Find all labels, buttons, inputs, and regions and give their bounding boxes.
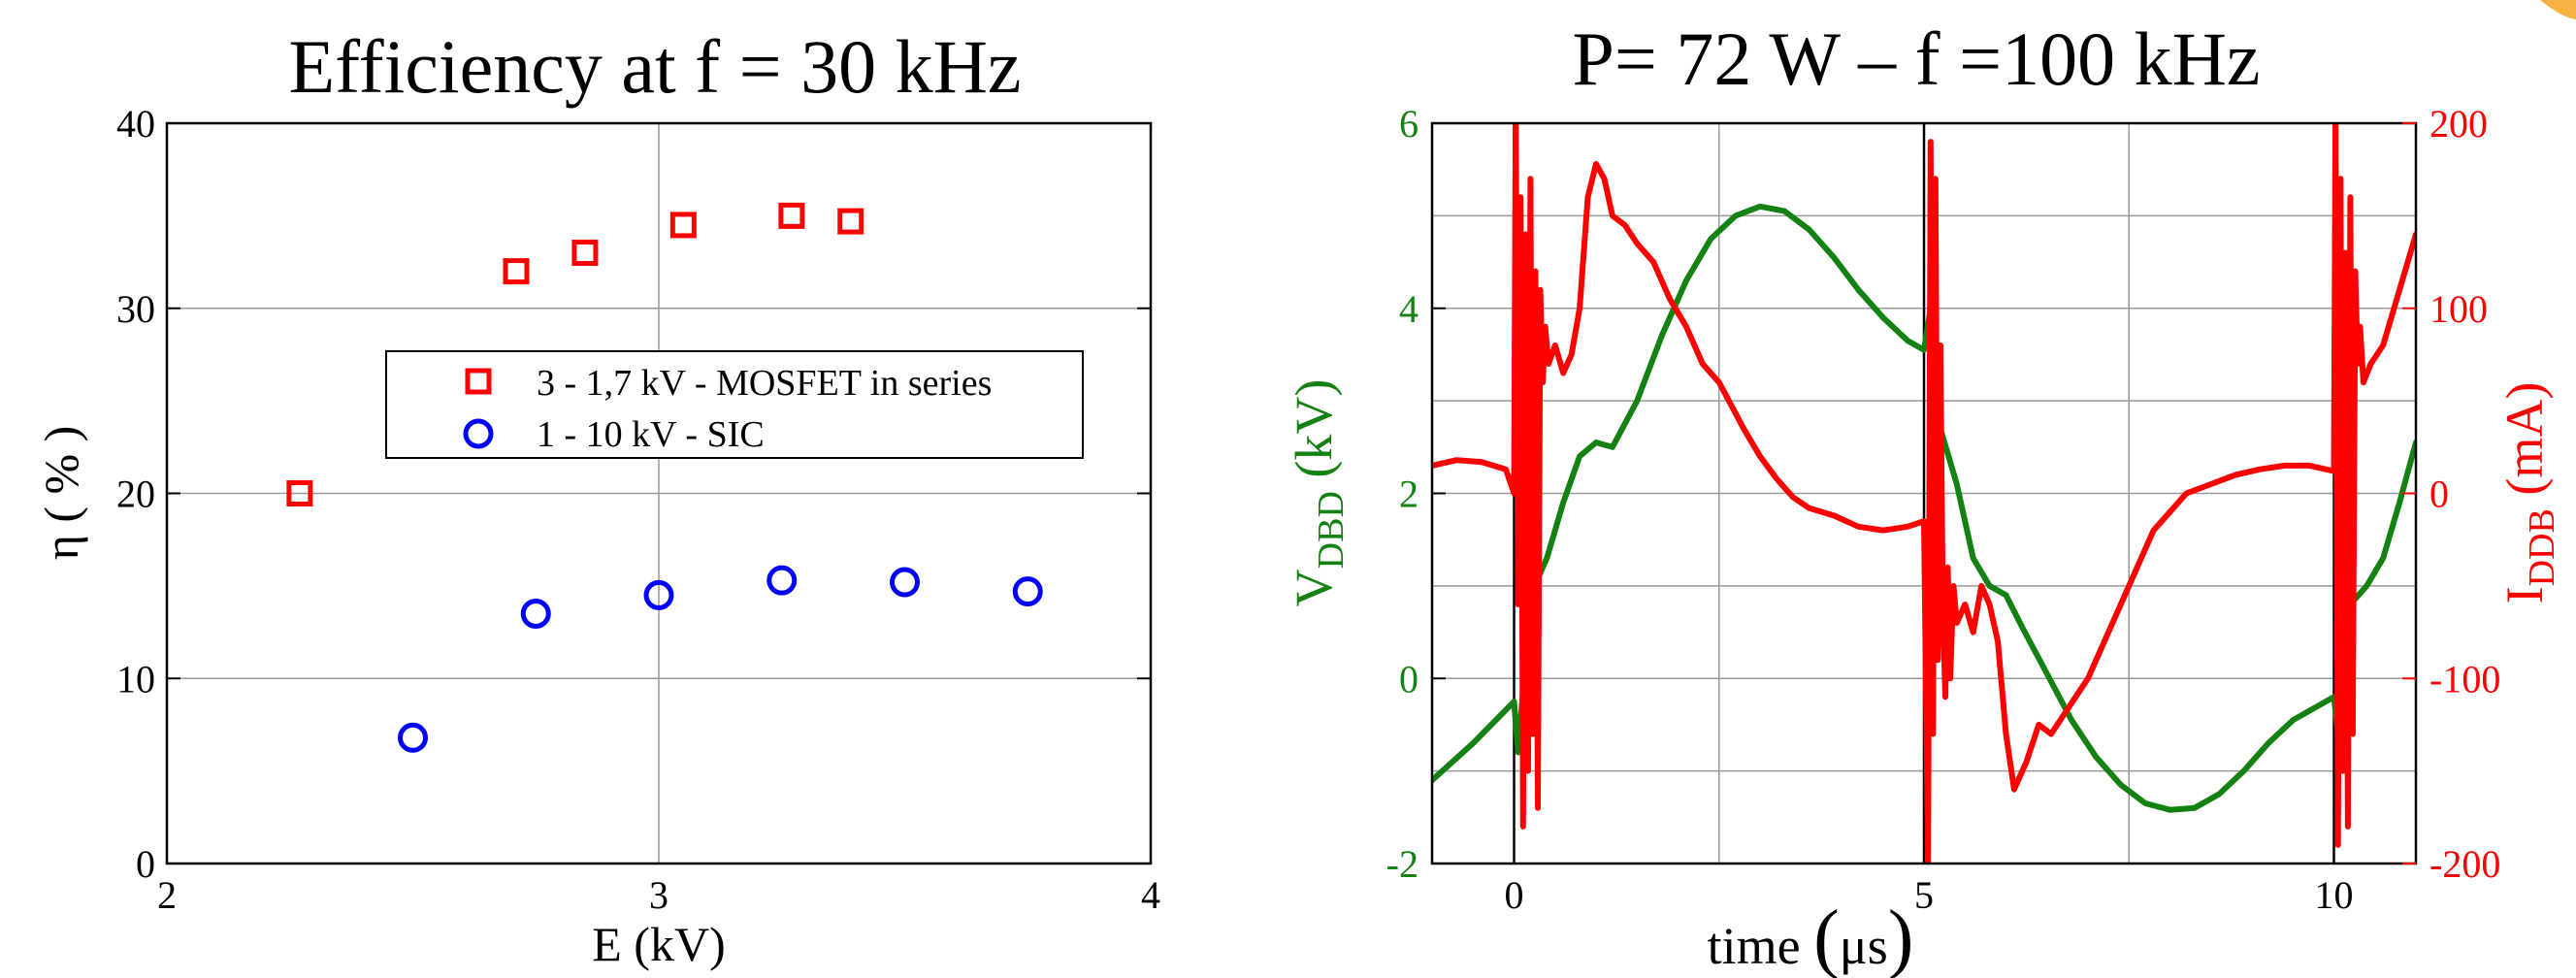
efficiency-y-tick-label: 30 [116,287,155,331]
waveform-right-tick-label: 0 [2429,473,2449,516]
legend-square-marker [465,368,492,395]
efficiency-y-tick-label: 20 [116,473,155,516]
waveform-right-tick-label: -100 [2429,657,2500,701]
efficiency-x-axis-label: E (kV) [592,917,725,971]
waveform-left-tick-label: 2 [1399,473,1418,516]
sic-data-point [398,722,428,753]
sic-data-point [890,567,920,598]
efficiency-x-tick-label: 2 [157,873,177,917]
waveform-x-tick-label: 10 [2315,873,2354,917]
x-label-unit: μs [1840,917,1888,975]
waveform-right-tick-label: -200 [2429,842,2500,886]
x-label-paren-open: ( [1813,896,1840,978]
efficiency-y-tick-label: 40 [116,102,155,146]
waveform-x-axis-label: time (μs) [1708,896,1914,978]
mosfet-data-point [286,480,313,506]
current-series-line [1432,123,2416,864]
right-label-unit: (mA) [2495,382,2554,508]
waveform-left-tick-label: 6 [1399,102,1418,146]
right-label-i: I [2495,586,2554,603]
waveform-left-tick-label: 4 [1399,287,1418,331]
efficiency-y-tick-label: 0 [136,842,155,886]
efficiency-y-tick-label: 10 [116,657,155,701]
legend-label-mosfet: 3 - 1,7 kV - MOSFET in series [537,363,992,404]
efficiency-x-tick-label: 3 [649,873,668,917]
waveform-x-tick-label: 0 [1505,873,1524,917]
efficiency-grid [167,123,1151,864]
waveform-lines [1432,123,2416,864]
efficiency-chart-title: Efficiency at f = 30 kHz [288,24,1021,109]
waveform-ticks: 0 5 10 -2 0 2 4 6 -200 -100 0 100 200 [1386,102,2501,917]
mosfet-data-point [837,208,864,235]
corner-decoration [2540,0,2576,19]
legend-label-sic: 1 - 10 kV - SIC [537,414,765,455]
mosfet-data-point [669,212,697,239]
efficiency-points [286,202,1043,753]
right-label-sub: DDB [2522,508,2562,586]
waveform-left-tick-label: -2 [1386,842,1418,886]
mosfet-data-point [571,240,599,267]
left-label-unit: (kV) [1285,379,1343,491]
left-label-v: V [1285,569,1343,606]
waveform-x-tick-label: 5 [1914,873,1934,917]
efficiency-x-tick-label: 4 [1141,873,1160,917]
efficiency-y-axis-label: η ( % ) [34,426,88,561]
waveform-right-axis-label: IDDB (mA) [2495,382,2562,604]
waveform-chart: P= 72 W – f =100 kHz 0 5 10-20246-200-1000… [1285,16,2562,978]
x-label-paren-close: ) [1888,896,1914,978]
mosfet-data-point [503,258,530,285]
left-label-sub: DBD [1311,491,1352,569]
x-label-time: time [1708,917,1813,975]
legend-box [385,350,1084,459]
waveform-left-axis-label: VDBD (kV) [1285,379,1352,607]
waveform-chart-title: P= 72 W – f =100 kHz [1572,16,2260,101]
legend-circle-marker [463,418,494,449]
waveform-left-tick-label: 0 [1399,657,1418,701]
sic-data-point [520,598,551,629]
sic-data-point [643,579,674,610]
sic-data-point [766,565,798,596]
efficiency-legend: 3 - 1,7 kV - MOSFET in series 1 - 10 kV … [385,350,1084,459]
mosfet-data-point [778,202,805,229]
sic-data-point [1012,576,1043,607]
waveform-right-tick-label: 200 [2429,102,2488,146]
waveform-right-tick-label: 100 [2429,287,2488,331]
